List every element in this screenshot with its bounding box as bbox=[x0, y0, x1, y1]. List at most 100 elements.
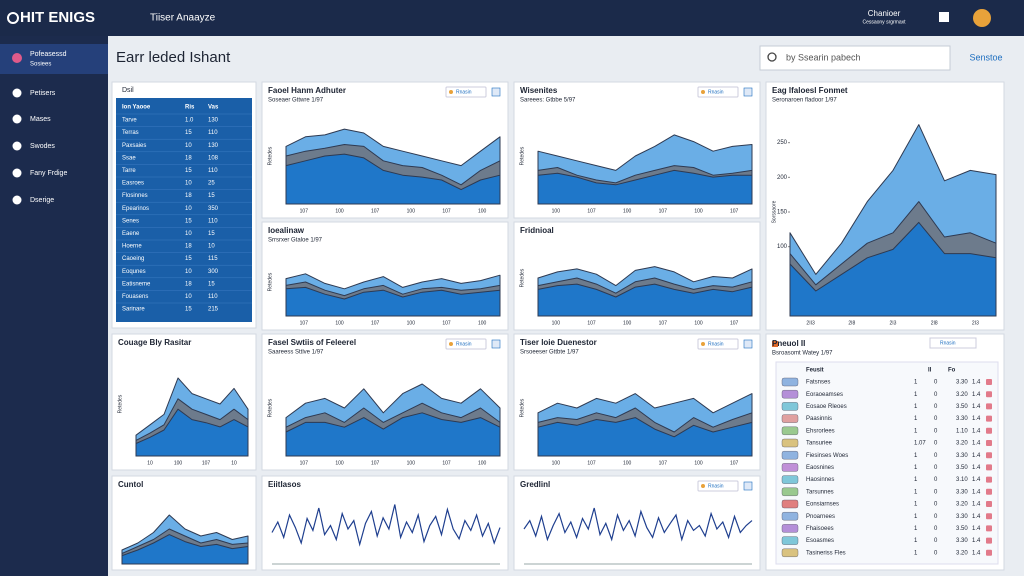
table-header: Ion Yaooe bbox=[122, 105, 151, 111]
row-action[interactable] bbox=[986, 501, 992, 507]
badge-label[interactable]: Rnasin bbox=[708, 341, 724, 347]
list-icon bbox=[772, 341, 778, 347]
search-button[interactable]: Senstoe bbox=[969, 52, 1002, 62]
list-cell: 0 bbox=[934, 489, 938, 495]
nav-item[interactable]: Pofeasessd bbox=[30, 51, 67, 58]
row-action[interactable] bbox=[986, 452, 992, 459]
x-tick-label: 100 bbox=[335, 208, 344, 214]
list-cell: 3.30 bbox=[956, 380, 968, 386]
nav-item[interactable]: Mases bbox=[30, 116, 51, 123]
nav-icon bbox=[12, 141, 22, 151]
y-axis-label: Retedes bbox=[267, 146, 273, 165]
swatch bbox=[781, 414, 799, 423]
user-name[interactable]: Chanioer bbox=[868, 9, 901, 18]
chart-title: Gredlinl bbox=[520, 480, 550, 489]
nav-item[interactable]: Petisers bbox=[30, 90, 56, 97]
row-action[interactable] bbox=[986, 427, 992, 434]
badge-icon[interactable] bbox=[491, 339, 501, 349]
row-action[interactable] bbox=[986, 440, 992, 446]
row-action[interactable] bbox=[986, 415, 992, 422]
area bbox=[537, 417, 753, 457]
row-action[interactable] bbox=[986, 464, 992, 471]
row-action[interactable] bbox=[986, 549, 992, 556]
list-cell: 3.30 bbox=[956, 538, 968, 544]
list-header: Feusit bbox=[806, 368, 824, 374]
line bbox=[271, 504, 501, 547]
chart-subtitle: Saareess Sttlve 1/97 bbox=[268, 350, 324, 356]
list-cell: 3.30 bbox=[956, 514, 968, 520]
table-cell: Flosinnes bbox=[122, 193, 148, 199]
nav-item[interactable]: Fany Frdige bbox=[30, 170, 67, 177]
table-cell: 15 bbox=[185, 307, 192, 313]
row-action[interactable] bbox=[986, 513, 992, 520]
badge[interactable] bbox=[445, 338, 487, 350]
list-cell: 1.4 bbox=[972, 489, 981, 495]
row-action[interactable] bbox=[986, 379, 992, 385]
badge-dot bbox=[701, 342, 705, 346]
badge[interactable] bbox=[697, 338, 739, 350]
x-tick-label: 100 bbox=[407, 320, 416, 326]
badge[interactable] bbox=[445, 86, 487, 98]
badge-dot bbox=[449, 342, 453, 346]
table-cell: Caoeing bbox=[122, 256, 144, 262]
line bbox=[523, 507, 753, 542]
row-action[interactable] bbox=[986, 403, 992, 410]
badge[interactable] bbox=[697, 480, 739, 492]
row-action[interactable] bbox=[986, 476, 992, 483]
x-tick-label: 100 bbox=[552, 320, 561, 326]
badge-label[interactable]: Rnasin bbox=[708, 483, 724, 489]
search-box[interactable] bbox=[759, 45, 951, 71]
list-cell: 1.4 bbox=[972, 550, 981, 556]
y-axis-label: Retedes bbox=[267, 272, 273, 291]
x-tick-label: 10 bbox=[231, 460, 237, 466]
list-cell: 1.4 bbox=[972, 538, 981, 544]
row-action[interactable] bbox=[986, 537, 992, 544]
badge-label[interactable]: Rnasin bbox=[940, 340, 956, 346]
badge-label[interactable]: Rnasin bbox=[456, 341, 472, 347]
swatch bbox=[781, 463, 799, 472]
list-cell: 3.20 bbox=[956, 392, 968, 398]
badge[interactable] bbox=[697, 86, 739, 98]
row-action[interactable] bbox=[986, 525, 992, 532]
badge-label[interactable]: Rnasin bbox=[708, 89, 724, 95]
table-cell: 350 bbox=[208, 206, 219, 212]
area bbox=[285, 153, 501, 205]
area bbox=[285, 286, 501, 317]
list-cell: 1 bbox=[914, 489, 918, 495]
table-cell: 110 bbox=[208, 218, 218, 224]
list-cell: 1.4 bbox=[972, 441, 981, 447]
avatar[interactable] bbox=[973, 9, 991, 27]
list-cell: 0 bbox=[934, 550, 938, 556]
table-cell: Eoqunes bbox=[122, 269, 146, 275]
y-axis-label: Retedes bbox=[267, 398, 273, 417]
badge-icon[interactable] bbox=[743, 339, 753, 349]
x-tick-label: 107 bbox=[587, 208, 596, 214]
home-icon[interactable] bbox=[939, 12, 949, 22]
list-cell: Eoraoeamses bbox=[806, 392, 843, 398]
badge-icon[interactable] bbox=[743, 481, 753, 491]
logo-icon bbox=[7, 12, 19, 24]
badge-label[interactable]: Rnasin bbox=[456, 89, 472, 95]
x-tick-label: 107 bbox=[442, 208, 451, 214]
area bbox=[135, 408, 249, 457]
user-sub: Cessaony srgrmaxt bbox=[862, 19, 906, 25]
table-cell: 110 bbox=[208, 294, 218, 300]
badge-icon[interactable] bbox=[743, 87, 753, 97]
list-cell: 0 bbox=[934, 465, 938, 471]
x-tick-label: 107 bbox=[442, 460, 451, 466]
table-cell: Eaene bbox=[122, 231, 140, 237]
list-cell: 3.20 bbox=[956, 550, 968, 556]
badge-icon[interactable] bbox=[491, 87, 501, 97]
list-cell: 1 bbox=[914, 502, 918, 508]
row-action[interactable] bbox=[986, 488, 992, 495]
badge[interactable] bbox=[929, 337, 977, 349]
row-action[interactable] bbox=[986, 391, 992, 398]
nav-item[interactable]: Swodes bbox=[30, 143, 55, 150]
chart-title: Ioealinaw bbox=[268, 226, 305, 235]
x-tick-label: 107 bbox=[659, 208, 668, 214]
x-tick-label: 107 bbox=[371, 208, 380, 214]
nav-item[interactable]: Dserige bbox=[30, 197, 54, 204]
table-cell: Tarre bbox=[122, 168, 136, 174]
table-cell: 15 bbox=[208, 193, 215, 199]
